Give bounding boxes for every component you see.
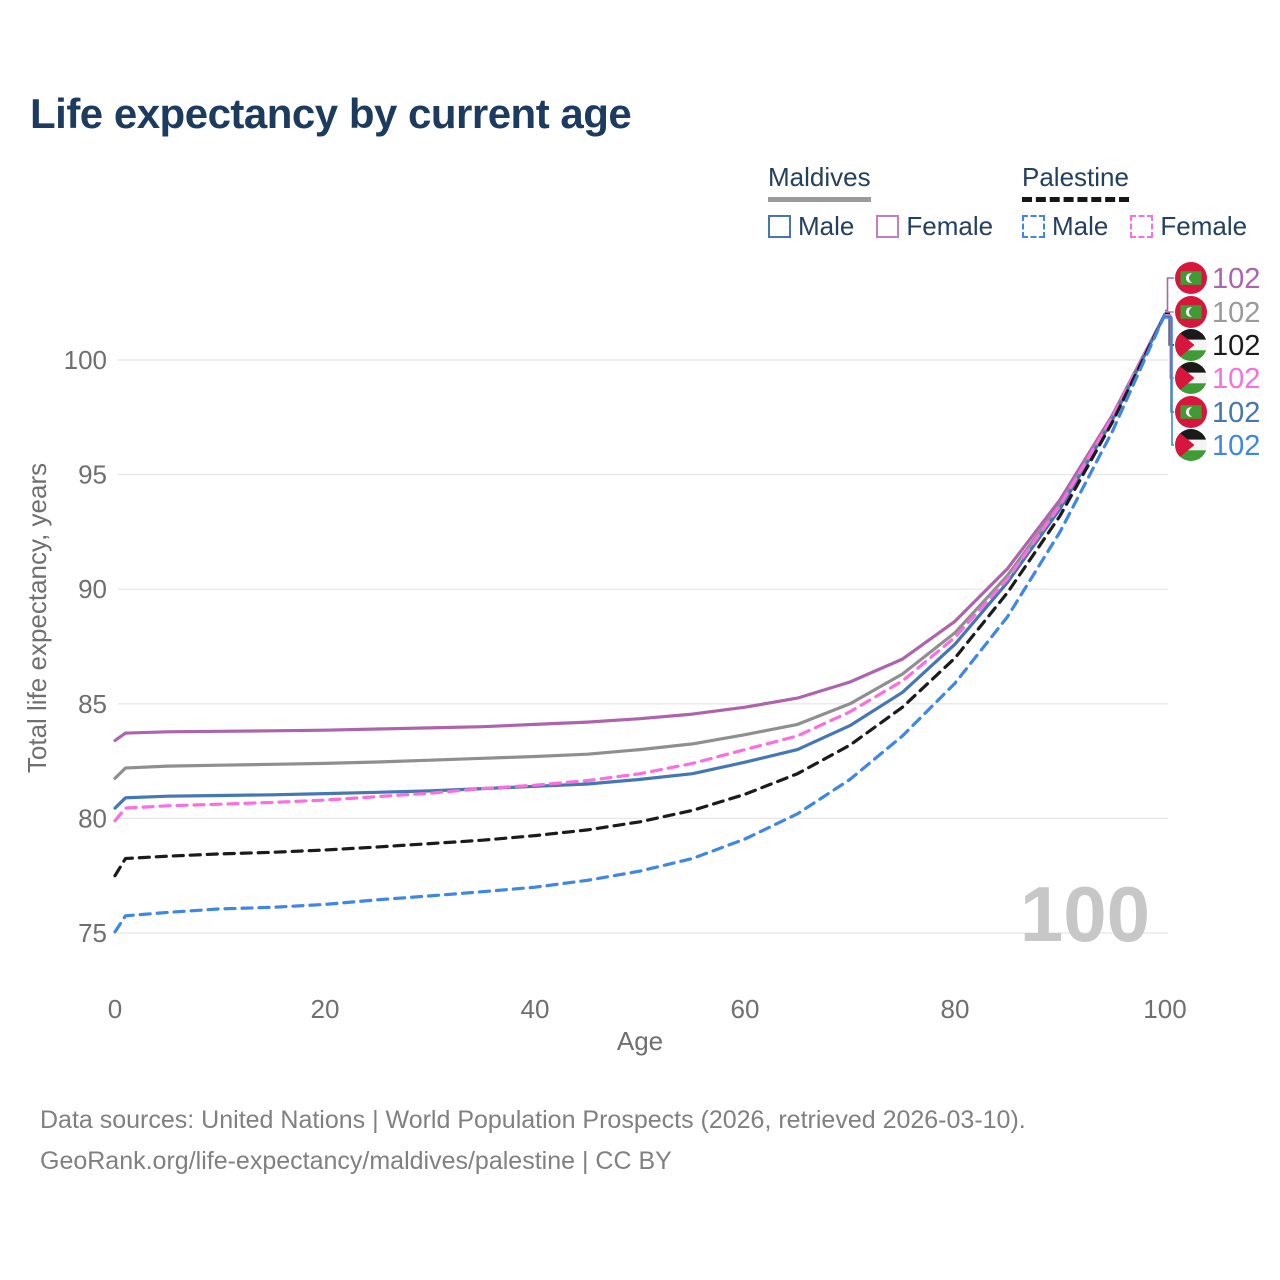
legend-item-label: Female	[906, 211, 994, 241]
legend-item-label: Male	[798, 211, 855, 241]
series-line-maldives-male[interactable]	[113, 312, 1167, 810]
end-label-value-maldives-both-sexes: 102	[1212, 297, 1260, 329]
x-tick-label: 100	[1143, 994, 1186, 1024]
x-tick-label: 20	[311, 994, 340, 1024]
chart-footer: Data sources: United Nations | World Pop…	[40, 1100, 1026, 1182]
y-axis-title: Total life expectancy, years	[22, 463, 52, 773]
attribution-line: GeoRank.org/life-expectancy/maldives/pal…	[40, 1147, 672, 1175]
data-sources-line: Data sources: United Nations | World Pop…	[40, 1106, 1026, 1134]
maldives-flag-icon	[1175, 262, 1207, 294]
palestine-male-swatch-icon	[1022, 215, 1045, 238]
legend-item-maldives-male[interactable]: Male	[768, 211, 854, 242]
maldives-flag-icon	[1175, 396, 1207, 428]
flag-black-stripe	[1175, 429, 1207, 440]
maldives-male-swatch-icon	[768, 215, 791, 238]
legend-item-maldives-female[interactable]: Female	[876, 211, 993, 242]
palestine-flag-icon	[1175, 429, 1207, 461]
flag-green-stripe	[1175, 383, 1207, 394]
y-tick-label: 100	[64, 345, 107, 375]
flag-crescent-cut	[1188, 273, 1199, 283]
flag-green-stripe	[1175, 450, 1207, 461]
series-line-palestine-both[interactable]	[113, 312, 1167, 878]
end-label-value-maldives-female: 102	[1212, 263, 1260, 295]
flag-black-stripe	[1175, 362, 1207, 373]
legend-group-palestine: Palestine Male Female	[1022, 162, 1247, 242]
legend-title-maldives[interactable]: Maldives	[768, 162, 871, 202]
y-tick-label: 90	[78, 574, 107, 604]
series-line-maldives-both[interactable]	[113, 312, 1167, 780]
x-tick-label: 0	[108, 994, 122, 1024]
flag-red-triangle	[1175, 362, 1195, 394]
page-title: Life expectancy by current age	[30, 90, 632, 137]
end-label-value-palestine-both-sexes: 102	[1212, 330, 1260, 362]
flag-red-triangle	[1175, 429, 1195, 461]
flag-green-stripe	[1175, 350, 1207, 361]
end-label-connector	[1165, 277, 1174, 312]
age-indicator-watermark: 100	[1020, 870, 1150, 958]
x-tick-label: 60	[731, 994, 760, 1024]
palestine-female-swatch-icon	[1130, 215, 1154, 238]
end-label-value-palestine-male: 102	[1212, 430, 1260, 462]
palestine-flag-icon	[1175, 362, 1207, 394]
x-tick-label: 40	[521, 994, 550, 1024]
flag-crescent-cut	[1188, 307, 1199, 317]
legend-item-label: Female	[1160, 211, 1248, 241]
end-label-value-palestine-female: 102	[1212, 363, 1260, 395]
end-label-value-maldives-male: 102	[1212, 397, 1260, 429]
series-line-palestine-female[interactable]	[113, 312, 1167, 823]
y-tick-label: 85	[78, 689, 107, 719]
legend-item-palestine-female[interactable]: Female	[1130, 211, 1247, 242]
maldives-flag-icon	[1175, 296, 1207, 328]
maldives-female-swatch-icon	[876, 215, 900, 238]
flag-crescent-cut	[1188, 407, 1199, 417]
palestine-flag-icon	[1175, 329, 1207, 361]
x-tick-label: 80	[941, 994, 970, 1024]
flag-black-stripe	[1175, 329, 1207, 340]
y-tick-label: 80	[78, 803, 107, 833]
series-line-palestine-male[interactable]	[113, 312, 1167, 934]
series-line-maldives-female[interactable]	[113, 312, 1167, 743]
flag-red-triangle	[1175, 329, 1195, 361]
y-tick-label: 95	[78, 460, 107, 490]
end-label-connector	[1165, 317, 1174, 446]
legend-group-maldives: Maldives Male Female	[768, 162, 993, 242]
legend-title-palestine[interactable]: Palestine	[1022, 162, 1129, 202]
legend-item-palestine-male[interactable]: Male	[1022, 211, 1108, 242]
legend-item-label: Male	[1052, 211, 1109, 241]
x-axis-title: Age	[617, 1026, 663, 1056]
y-tick-label: 75	[78, 918, 107, 948]
